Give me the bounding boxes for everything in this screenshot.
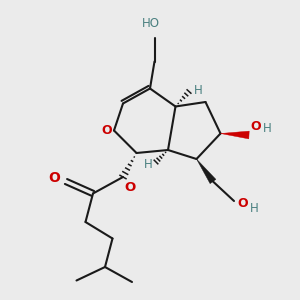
Text: HO: HO: [142, 17, 160, 30]
Text: H: H: [144, 158, 152, 172]
Text: O: O: [237, 197, 247, 210]
Text: O: O: [250, 120, 261, 133]
Text: O: O: [49, 171, 61, 185]
Text: O: O: [124, 181, 136, 194]
Text: H: H: [250, 202, 258, 215]
Polygon shape: [196, 159, 216, 184]
Text: H: H: [194, 83, 202, 97]
Text: H: H: [263, 122, 272, 135]
Polygon shape: [220, 131, 249, 139]
Text: O: O: [101, 124, 112, 137]
